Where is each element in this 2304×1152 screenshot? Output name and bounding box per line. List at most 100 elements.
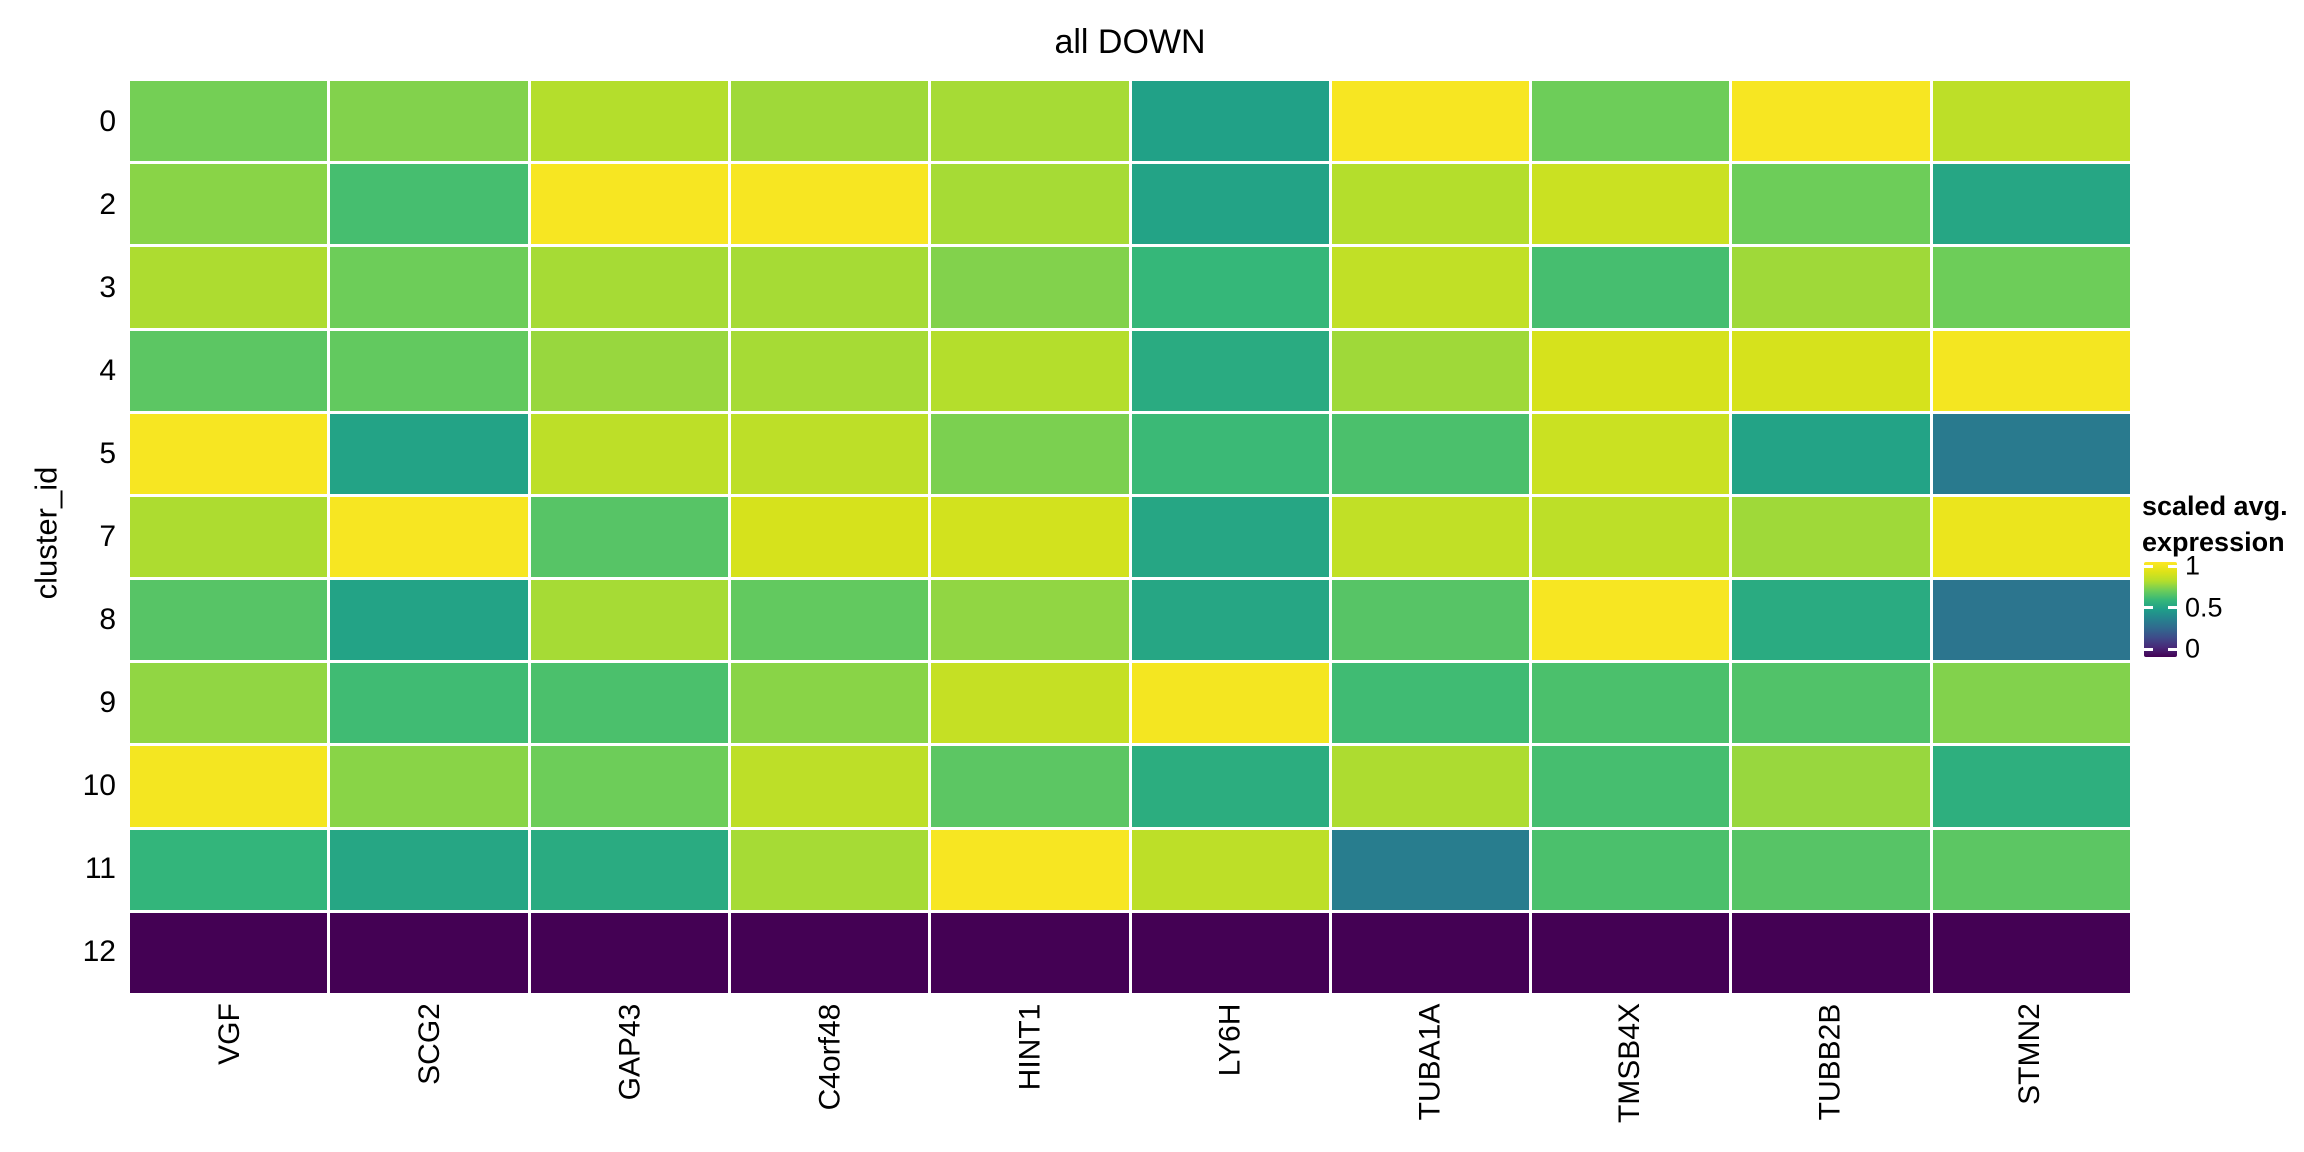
- heatmap-cell: [1331, 663, 1530, 744]
- heatmap-cell: [130, 912, 328, 993]
- heatmap-cell: [130, 663, 328, 744]
- heatmap-cell: [1732, 746, 1930, 827]
- legend-title-line1: scaled avg.: [2142, 491, 2288, 521]
- x-axis-tick-label: TUBB2B: [1812, 1003, 1846, 1120]
- heatmap-cell: [1331, 580, 1530, 661]
- heatmap-cell: [530, 663, 728, 744]
- heatmap-cell: [1732, 164, 1930, 245]
- heatmap-cell: [130, 330, 328, 411]
- x-axis-tick-label: HINT1: [1012, 1003, 1046, 1090]
- heatmap-cell: [1932, 580, 2130, 661]
- x-axis-tick-label: TMSB4X: [1613, 1002, 1647, 1124]
- heatmap-cell: [330, 164, 528, 245]
- heatmap-cell: [1331, 496, 1530, 578]
- y-axis-tick-label: 0: [99, 105, 116, 139]
- heatmap-cell: [130, 164, 328, 245]
- heatmap-cell: [1732, 413, 1930, 494]
- y-axis-tick-label: 5: [99, 437, 116, 471]
- heatmap-cell: [530, 164, 728, 245]
- heatmap-cell: [1532, 663, 1730, 744]
- heatmap-cell: [530, 413, 728, 494]
- heatmap-cell: [1532, 580, 1730, 661]
- heatmap-cell: [1532, 746, 1730, 827]
- heatmap-cell: [130, 829, 328, 910]
- legend-tick-mark: [2168, 647, 2177, 651]
- heatmap-cell: [1732, 81, 1930, 162]
- heatmap-cell: [730, 247, 929, 328]
- heatmap-cell: [1331, 829, 1530, 910]
- heatmap-cell: [1331, 81, 1530, 162]
- y-axis-tick-labels: 0 2 3 4 5 7 8 9 10 11 12: [0, 81, 123, 993]
- heatmap-cell: [330, 746, 528, 827]
- heatmap-cell: [931, 330, 1129, 411]
- x-axis-tick-label: C4orf48: [812, 1003, 846, 1110]
- heatmap-cell: [1131, 81, 1329, 162]
- heatmap-cell: [330, 912, 528, 993]
- heatmap-cell: [1732, 247, 1930, 328]
- heatmap-cell: [931, 663, 1129, 744]
- heatmap-cell: [1732, 829, 1930, 910]
- heatmap-cell: [1331, 746, 1530, 827]
- legend-colorbar-wrap: 1 0.5 0: [2144, 551, 2274, 664]
- heatmap-cell: [1732, 580, 1930, 661]
- heatmap-cell: [130, 580, 328, 661]
- y-axis-tick-label: 3: [99, 271, 116, 305]
- heatmap-cell: [1131, 829, 1329, 910]
- heatmap-cell: [1131, 746, 1329, 827]
- heatmap-cell: [1131, 330, 1329, 411]
- heatmap-cell: [330, 829, 528, 910]
- heatmap-cell: [931, 580, 1129, 661]
- heatmap-cell: [130, 496, 328, 578]
- heatmap-cell: [1532, 330, 1730, 411]
- y-axis-tick-label: 2: [99, 188, 116, 222]
- heatmap-cell: [730, 580, 929, 661]
- heatmap-cell: [1932, 330, 2130, 411]
- y-axis-tick-label: 12: [82, 934, 116, 968]
- x-axis-tick-label: SCG2: [412, 1003, 446, 1085]
- heatmap-cell: [730, 496, 929, 578]
- heatmap-cell: [530, 580, 728, 661]
- legend-colorbar: [2144, 562, 2177, 657]
- heatmap-cell: [1532, 829, 1730, 910]
- heatmap-cell: [1532, 164, 1730, 245]
- heatmap-cell: [130, 247, 328, 328]
- heatmap-cell: [1932, 164, 2130, 245]
- y-axis-tick-label: 4: [99, 354, 116, 388]
- heatmap-cell: [1932, 247, 2130, 328]
- legend-tick-label: 0: [2185, 633, 2201, 664]
- heatmap-cell: [1532, 247, 1730, 328]
- heatmap-cell: [730, 81, 929, 162]
- heatmap-cell: [1331, 330, 1530, 411]
- x-axis-tick-label: TUBA1A: [1412, 1003, 1446, 1120]
- heatmap-cell: [931, 164, 1129, 245]
- heatmap-cell: [1331, 247, 1530, 328]
- heatmap-cell: [330, 413, 528, 494]
- heatmap-cell: [530, 912, 728, 993]
- heatmap-cell: [130, 81, 328, 162]
- heatmap-cell: [931, 746, 1129, 827]
- heatmap-cell: [1331, 912, 1530, 993]
- x-axis-tick-label: VGF: [212, 1003, 246, 1065]
- heatmap-cell: [1331, 164, 1530, 245]
- heatmap-cell: [730, 746, 929, 827]
- legend-tick-mark: [2168, 564, 2177, 568]
- heatmap-cell: [1131, 912, 1329, 993]
- heatmap-cell: [1932, 81, 2130, 162]
- heatmap-cell: [931, 912, 1129, 993]
- heatmap-cell: [730, 912, 929, 993]
- x-axis-tick-label: STMN2: [2012, 1003, 2046, 1105]
- legend: scaled avg. expression 1 0.5 0: [2142, 488, 2304, 708]
- heatmap-cell: [1732, 330, 1930, 411]
- heatmap-cell: [1732, 912, 1930, 993]
- heatmap-cell: [1932, 912, 2130, 993]
- heatmap-cell: [530, 746, 728, 827]
- heatmap-cell: [330, 247, 528, 328]
- heatmap-cell: [931, 496, 1129, 578]
- heatmap-cell: [330, 81, 528, 162]
- heatmap-cell: [730, 413, 929, 494]
- heatmap-cell: [1331, 413, 1530, 494]
- heatmap-cell: [730, 829, 929, 910]
- chart-title: all DOWN: [1054, 23, 1206, 61]
- legend-title-line2: expression: [2142, 527, 2285, 557]
- heatmap-cell: [1131, 496, 1329, 578]
